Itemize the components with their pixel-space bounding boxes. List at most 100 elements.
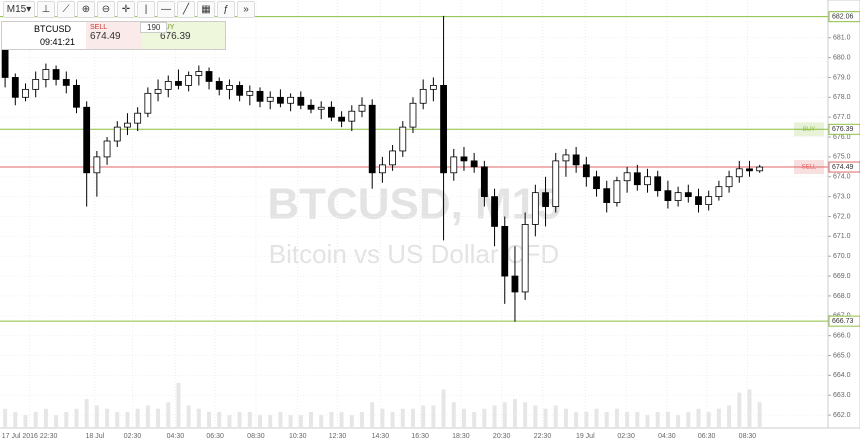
- symbol-box: BTCUSD 09:41:21: [2, 22, 86, 49]
- candle-body: [450, 156, 458, 174]
- buy-price: 676.39: [160, 31, 191, 42]
- x-tick-label: 12:30: [329, 433, 347, 440]
- volume-bar: [105, 408, 110, 428]
- candle-body: [256, 90, 264, 102]
- candle-body: [613, 180, 621, 203]
- y-tick-label: 676.0: [833, 134, 851, 141]
- x-tick-label: 04:30: [658, 433, 676, 440]
- candle-body: [1, 49, 9, 78]
- candle-body: [603, 188, 611, 203]
- spread: 190: [140, 22, 168, 33]
- candle-body: [440, 85, 447, 174]
- candle-body: [409, 102, 417, 128]
- candle-body: [725, 176, 733, 188]
- volume-bar: [737, 392, 742, 428]
- candle-body: [266, 96, 274, 102]
- volume-bar: [727, 405, 732, 428]
- toolbar: M15 ▾ ⊥ ⟋ ⊕ ⊖ ✛ | — ╱ ▦ ƒ »: [0, 0, 860, 19]
- time: 09:41:21: [40, 37, 76, 47]
- candle-body: [531, 192, 539, 225]
- volume-bar: [502, 402, 507, 428]
- candle-body: [246, 90, 254, 96]
- volume-bar: [227, 415, 232, 428]
- level-price: 674.49: [832, 164, 854, 171]
- volume-bar: [757, 402, 762, 428]
- level-tag: BUY: [803, 127, 815, 133]
- volume-bar: [523, 402, 528, 428]
- tool-button[interactable]: ƒ: [217, 1, 235, 18]
- tool-button[interactable]: ✛: [117, 1, 135, 18]
- volume-bar: [686, 411, 691, 428]
- tool-button[interactable]: ⟋: [57, 1, 75, 18]
- x-tick-label: 08:30: [247, 433, 265, 440]
- candle-body: [226, 85, 233, 90]
- volume-bar: [676, 415, 681, 428]
- x-tick-label: 20:30: [493, 433, 511, 440]
- candle-body: [593, 176, 600, 190]
- volume-bar: [574, 411, 579, 428]
- candle-body: [307, 104, 315, 110]
- y-tick-label: 665.0: [833, 352, 851, 359]
- y-tick-label: 666.0: [833, 332, 851, 339]
- x-tick-label: 04:30: [167, 433, 185, 440]
- volume-bar: [625, 411, 630, 428]
- candle-body: [297, 96, 305, 106]
- tool-button[interactable]: ⊥: [37, 1, 55, 18]
- volume-bar: [696, 408, 701, 428]
- candle-body: [328, 106, 335, 118]
- sell-button[interactable]: SELL 674.49: [86, 22, 142, 49]
- candle-body: [521, 224, 529, 293]
- candle-body: [664, 190, 672, 201]
- candle-body: [11, 77, 19, 98]
- x-tick-label: 18 Jul: [85, 433, 104, 440]
- tool-button[interactable]: —: [157, 1, 175, 18]
- candle-body: [633, 172, 641, 186]
- volume-bar: [23, 415, 28, 428]
- candle-body: [460, 156, 468, 162]
- candle-body: [185, 75, 193, 86]
- volume-bar: [186, 405, 191, 428]
- y-tick-label: 670.0: [833, 253, 851, 260]
- candle-body: [93, 156, 101, 174]
- candle-body: [552, 160, 560, 207]
- level-tag-box: [794, 160, 824, 175]
- tool-button[interactable]: ⊕: [77, 1, 95, 18]
- volume-bar: [94, 405, 99, 428]
- y-tick-label: 677.0: [833, 114, 851, 121]
- tool-button[interactable]: ⊖: [97, 1, 115, 18]
- volume-bar: [13, 411, 18, 428]
- volume-bar: [594, 408, 599, 428]
- volume-bar: [716, 408, 721, 428]
- tool-button[interactable]: |: [137, 1, 155, 18]
- volume-bar: [247, 411, 252, 428]
- candle-body: [154, 88, 162, 94]
- volume-bar: [614, 408, 619, 428]
- x-tick-label: 06:30: [698, 433, 716, 440]
- volume-bar: [278, 411, 283, 428]
- tool-button[interactable]: ▦: [197, 1, 215, 18]
- y-tick-label: 680.0: [833, 54, 851, 61]
- price-axis: [827, 0, 860, 429]
- tool-button[interactable]: ╱: [177, 1, 195, 18]
- volume-bar: [543, 408, 548, 428]
- y-tick-label: 664.0: [833, 372, 851, 379]
- volume-bar: [472, 411, 477, 428]
- tool-button[interactable]: »: [237, 1, 255, 18]
- candle-body: [73, 85, 80, 108]
- volume-bar: [665, 411, 670, 428]
- y-tick-label: 662.0: [833, 412, 851, 419]
- level-price: 682.06: [832, 14, 854, 21]
- candle-body: [32, 79, 40, 90]
- volume-bar: [319, 415, 324, 428]
- volume-bar: [196, 408, 201, 428]
- level-price-box: [828, 161, 860, 173]
- y-tick-label: 681.0: [833, 35, 851, 42]
- timeframe-button[interactable]: M15 ▾: [3, 1, 35, 18]
- ticker-panel: BTCUSD 09:41:21 SELL 674.49 BUY 676.39: [1, 21, 226, 50]
- y-tick-label: 675.0: [833, 154, 851, 161]
- candle-body: [277, 96, 284, 104]
- candle-body: [756, 166, 764, 172]
- candle-body: [368, 104, 376, 174]
- volume-bar: [237, 411, 242, 428]
